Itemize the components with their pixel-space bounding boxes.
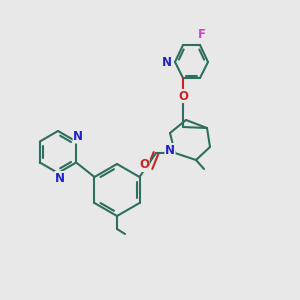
Text: F: F <box>198 28 206 41</box>
Text: N: N <box>165 143 175 157</box>
Text: O: O <box>178 89 188 103</box>
Text: N: N <box>162 56 172 68</box>
Text: O: O <box>139 158 149 172</box>
Text: N: N <box>55 172 65 184</box>
Text: N: N <box>73 130 83 143</box>
